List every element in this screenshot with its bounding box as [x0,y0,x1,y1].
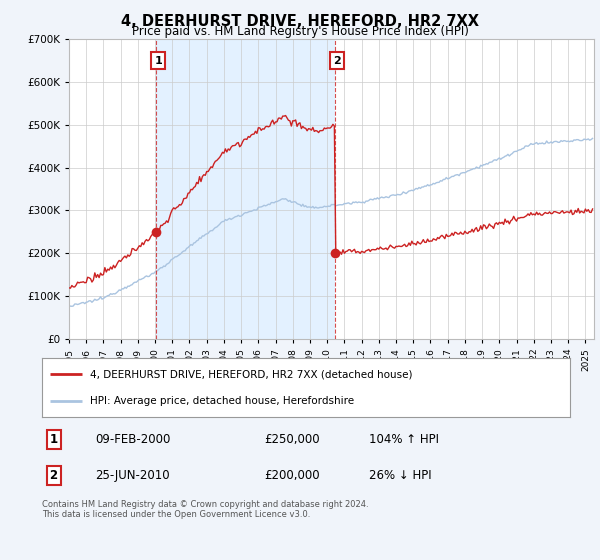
Text: 104% ↑ HPI: 104% ↑ HPI [370,433,439,446]
Text: HPI: Average price, detached house, Herefordshire: HPI: Average price, detached house, Here… [89,396,353,406]
Text: 2: 2 [334,55,341,66]
Text: 09-FEB-2000: 09-FEB-2000 [95,433,170,446]
Text: 4, DEERHURST DRIVE, HEREFORD, HR2 7XX: 4, DEERHURST DRIVE, HEREFORD, HR2 7XX [121,14,479,29]
Text: 1: 1 [154,55,162,66]
Text: 4, DEERHURST DRIVE, HEREFORD, HR2 7XX (detached house): 4, DEERHURST DRIVE, HEREFORD, HR2 7XX (d… [89,369,412,379]
Text: Price paid vs. HM Land Registry's House Price Index (HPI): Price paid vs. HM Land Registry's House … [131,25,469,38]
Text: £250,000: £250,000 [264,433,319,446]
Text: 25-JUN-2010: 25-JUN-2010 [95,469,169,482]
Text: Contains HM Land Registry data © Crown copyright and database right 2024.
This d: Contains HM Land Registry data © Crown c… [42,500,368,519]
Text: 26% ↓ HPI: 26% ↓ HPI [370,469,432,482]
Text: £200,000: £200,000 [264,469,319,482]
Text: 2: 2 [50,469,58,482]
Text: 1: 1 [50,433,58,446]
Bar [157,39,335,339]
